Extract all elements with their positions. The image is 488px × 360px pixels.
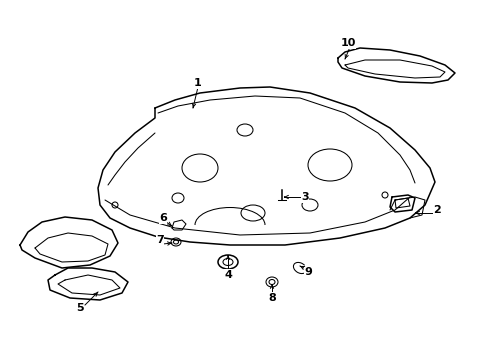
Text: 8: 8 <box>267 293 275 303</box>
Text: 9: 9 <box>304 267 311 277</box>
Text: 3: 3 <box>301 192 308 202</box>
Text: 2: 2 <box>432 205 440 215</box>
Text: 10: 10 <box>340 38 355 48</box>
Text: 4: 4 <box>224 270 231 280</box>
Text: 7: 7 <box>156 235 163 245</box>
Text: 5: 5 <box>76 303 83 313</box>
Text: 6: 6 <box>159 213 166 223</box>
Text: 1: 1 <box>194 78 202 88</box>
